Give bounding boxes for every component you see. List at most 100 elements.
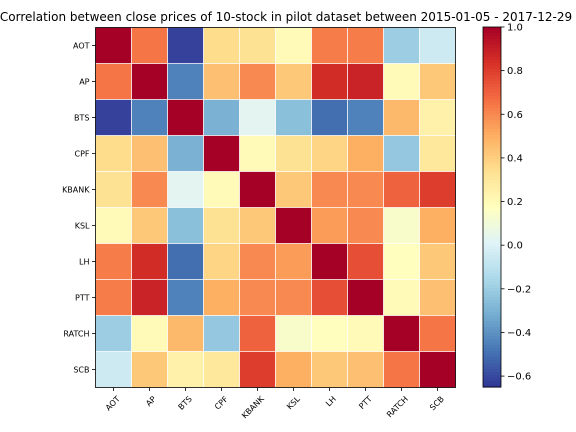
colorbar-segment — [483, 342, 501, 346]
colorbar-segment — [483, 225, 501, 229]
heatmap-cell-kbank-ptt — [347, 171, 384, 208]
colorbar-segment — [483, 300, 501, 304]
colorbar-segment — [483, 357, 501, 361]
heatmap-cell-scb-ratch — [383, 351, 420, 388]
heatmap-cell-scb-cpf — [203, 351, 240, 388]
colorbar-segment — [483, 315, 501, 319]
colorbar-segment — [483, 264, 501, 268]
colorbar-segment — [483, 351, 501, 355]
heatmap-cell-ratch-aot — [95, 315, 132, 352]
heatmap-cell-lh-kbank — [239, 243, 276, 280]
colorbar-segment — [483, 48, 501, 52]
heatmap-cell-lh-bts — [167, 243, 204, 280]
heatmap-cell-ptt-kbank — [239, 279, 276, 316]
colorbar-segment — [483, 147, 501, 151]
heatmap-cells — [95, 27, 456, 388]
colorbar-segment — [483, 216, 501, 220]
colorbar-segment — [483, 87, 501, 91]
colorbar-segment — [483, 99, 501, 103]
colorbar-segment — [483, 192, 501, 196]
heatmap-cell-ratch-scb — [419, 315, 456, 352]
x-tick-label-ratch: RATCH — [385, 395, 410, 420]
heatmap-cell-bts-kbank — [239, 99, 276, 136]
colorbar-segment — [483, 90, 501, 94]
heatmap-cell-cpf-ksl — [275, 135, 312, 172]
chart-title: Correlation between close prices of 10-s… — [0, 10, 572, 24]
colorbar-segment — [483, 282, 501, 286]
colorbar-segment — [483, 306, 501, 310]
colorbar-segment — [483, 33, 501, 37]
heatmap-cell-cpf-scb — [419, 135, 456, 172]
heatmap-cell-scb-lh — [311, 351, 348, 388]
heatmap-cell-ap-aot — [95, 63, 132, 100]
colorbar-segment — [483, 339, 501, 343]
heatmap-cell-ratch-kbank — [239, 315, 276, 352]
colorbar-segment — [483, 30, 501, 34]
colorbar-segment — [483, 273, 501, 277]
heatmap-cell-ptt-ap — [131, 279, 168, 316]
colorbar-segment — [483, 132, 501, 136]
colorbar-segment — [483, 237, 501, 241]
colorbar-segment — [483, 294, 501, 298]
heatmap-cell-ksl-scb — [419, 207, 456, 244]
colorbar-segment — [483, 105, 501, 109]
colorbar-tick-label: 0.4 — [507, 153, 523, 164]
colorbar-segment — [483, 258, 501, 262]
heatmap-cell-ksl-ap — [131, 207, 168, 244]
heatmap-cell-bts-ksl — [275, 99, 312, 136]
heatmap-cell-kbank-ap — [131, 171, 168, 208]
colorbar-segment — [483, 195, 501, 199]
heatmap-cell-cpf-ratch — [383, 135, 420, 172]
heatmap-cell-aot-lh — [311, 27, 348, 64]
heatmap-cell-scb-scb — [419, 351, 456, 388]
colorbar-segment — [483, 207, 501, 211]
heatmap-cell-ksl-cpf — [203, 207, 240, 244]
x-tick-label-ap: AP — [144, 394, 158, 408]
colorbar-segment — [483, 123, 501, 127]
heatmap-cell-cpf-ptt — [347, 135, 384, 172]
x-tick-label-aot: AOT — [104, 394, 122, 412]
heatmap-cell-cpf-lh — [311, 135, 348, 172]
colorbar-segment — [483, 303, 501, 307]
colorbar-segment — [483, 177, 501, 181]
heatmap-cell-lh-ratch — [383, 243, 420, 280]
heatmap-cell-ptt-lh — [311, 279, 348, 316]
x-tick-label-cpf: CPF — [213, 394, 230, 411]
colorbar-segment — [483, 108, 501, 112]
heatmap-cell-ptt-cpf — [203, 279, 240, 316]
heatmap-cell-ap-kbank — [239, 63, 276, 100]
heatmap-cell-kbank-ksl — [275, 171, 312, 208]
colorbar-segment — [483, 159, 501, 163]
colorbar-segment — [483, 213, 501, 217]
heatmap-cell-ptt-ptt — [347, 279, 384, 316]
colorbar-tick-label: 0.2 — [507, 197, 523, 208]
colorbar-segment — [483, 201, 501, 205]
heatmap-cell-ap-cpf — [203, 63, 240, 100]
colorbar-segment — [483, 270, 501, 274]
colorbar-segment — [483, 114, 501, 118]
heatmap-cell-cpf-cpf — [203, 135, 240, 172]
y-tick-label-ksl: KSL — [75, 222, 90, 231]
colorbar-segment — [483, 312, 501, 316]
heatmap-cell-cpf-aot — [95, 135, 132, 172]
y-tick-label-ap: AP — [79, 78, 89, 87]
colorbar-tick-label: 0.0 — [507, 241, 523, 252]
colorbar-segment — [483, 276, 501, 280]
colorbar-segment — [483, 345, 501, 349]
y-tick-label-ratch: RATCH — [63, 330, 89, 339]
y-tick-label-kbank: KBANK — [62, 186, 90, 195]
colorbar-segment — [483, 285, 501, 289]
colorbar-segment — [483, 378, 501, 382]
heatmap-cell-bts-aot — [95, 99, 132, 136]
colorbar-segment — [483, 102, 501, 106]
colorbar-segment — [483, 69, 501, 73]
heatmap-cell-aot-scb — [419, 27, 456, 64]
heatmap-cell-kbank-kbank — [239, 171, 276, 208]
colorbar-segment — [483, 135, 501, 139]
heatmap-cell-lh-ksl — [275, 243, 312, 280]
y-axis-ticks: AOT AP BTS CPF KBANK KSL LH PTT RATCH SCB — [62, 42, 96, 375]
heatmap-cell-ptt-bts — [167, 279, 204, 316]
colorbar-segment — [483, 348, 501, 352]
x-axis-ticks: AOT AP BTS CPF KBANK KSL LH PTT RATCH SCB — [104, 387, 446, 420]
